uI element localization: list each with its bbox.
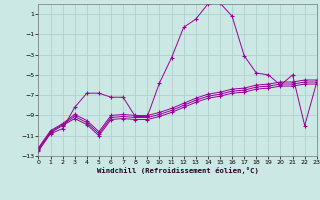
- X-axis label: Windchill (Refroidissement éolien,°C): Windchill (Refroidissement éolien,°C): [97, 167, 259, 174]
